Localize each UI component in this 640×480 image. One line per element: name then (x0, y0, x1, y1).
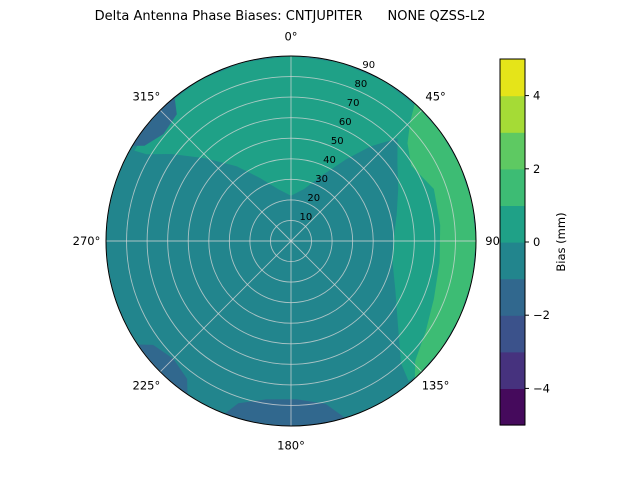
chart-title: Delta Antenna Phase Biases: CNTJUPITER N… (94, 9, 486, 24)
bias-region-negative-patch-south-rim (224, 399, 346, 426)
colorbar-tick-label: 2 (533, 162, 540, 176)
angular-grid-line (290, 109, 423, 242)
angular-tick-label: 45° (425, 89, 445, 103)
radial-tick-label: 40 (323, 155, 336, 166)
radial-tick-label: 80 (355, 79, 368, 90)
radial-tick-label: 90 (362, 60, 375, 71)
colorbar-band (500, 278, 525, 316)
colorbar-band (500, 168, 525, 206)
colorbar-tick-label: 0 (533, 235, 540, 249)
colorbar-band (500, 132, 525, 170)
colorbar-tick-label: −2 (533, 308, 550, 322)
colorbar-band (500, 242, 525, 280)
colorbar-axis-label: Bias (mm) (554, 212, 568, 271)
colorbar-band (500, 315, 525, 353)
radial-tick-label: 60 (339, 117, 352, 128)
colorbar-tick-label: 4 (533, 89, 540, 103)
colorbar-band (500, 95, 525, 133)
angular-grid-line (159, 240, 292, 373)
colorbar-tick-label: −4 (533, 381, 550, 395)
angular-tick-label: 180° (277, 439, 305, 453)
angular-grid-line (290, 240, 423, 373)
angular-tick-label: 0° (284, 30, 297, 44)
angular-tick-label: 135° (422, 379, 450, 393)
polar-outline (105, 55, 477, 427)
radial-tick-label: 70 (347, 98, 360, 109)
colorbar-band (500, 351, 525, 389)
radial-tick-label: 20 (307, 193, 320, 204)
angular-tick-label: 225° (133, 379, 161, 393)
bias-region-negative-patch-northwest-rim (132, 97, 177, 146)
colorbar-band (500, 205, 525, 243)
radial-tick-label: 10 (300, 212, 313, 223)
angular-tick-label: 315° (133, 89, 161, 103)
angular-grid-line (159, 109, 292, 242)
radial-tick-label: 30 (315, 174, 328, 185)
radial-tick-label: 50 (331, 136, 344, 147)
colorbar-band (500, 59, 525, 97)
colorbar-band (500, 388, 525, 426)
angular-tick-label: 270° (73, 234, 101, 248)
